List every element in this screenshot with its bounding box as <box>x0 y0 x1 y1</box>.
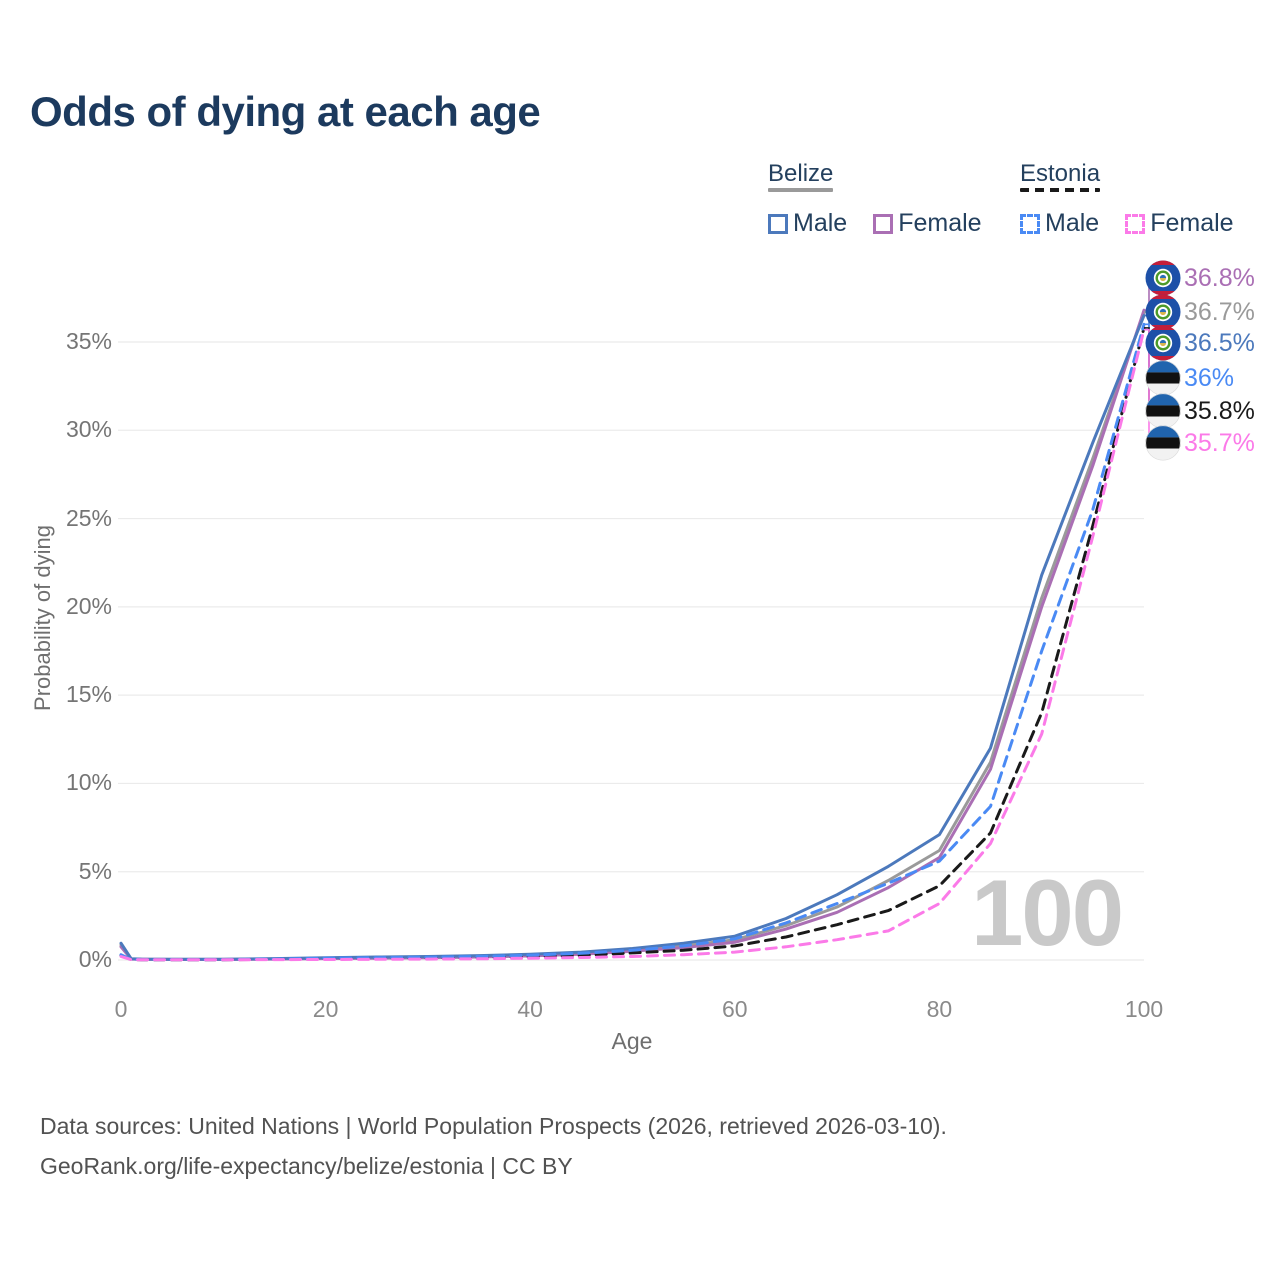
legend-item-label: Male <box>1045 209 1100 237</box>
legend-item-belize-female[interactable]: Female <box>873 209 982 238</box>
y-tick-label: 15% <box>65 681 112 708</box>
footer: Data sources: United Nations | World Pop… <box>40 1106 947 1186</box>
y-tick-label: 35% <box>65 328 112 354</box>
legend-item-belize-male[interactable]: Male <box>768 209 847 238</box>
belize-flag-icon <box>1145 325 1181 361</box>
legend-country-linestyle-dashed <box>1020 188 1101 192</box>
y-tick-label: 5% <box>78 857 112 884</box>
end-label-value: 35.8% <box>1184 397 1255 425</box>
legend-country-linestyle-solid <box>768 188 834 192</box>
end-label-value: 36.8% <box>1184 264 1255 292</box>
legend-checkbox-icon[interactable] <box>873 213 894 234</box>
y-tick-label: 10% <box>65 769 112 796</box>
series-line-estonia_female <box>119 328 1146 962</box>
legend-item-estonia-female[interactable]: Female <box>1125 209 1234 238</box>
legend-item-label: Male <box>793 209 848 237</box>
legend-group-belize: Belize Male Female <box>768 160 982 238</box>
end-label-flag <box>1145 325 1181 361</box>
x-tick-label: 80 <box>926 996 953 1022</box>
legend-item-label: Female <box>1150 209 1234 237</box>
legend-checkbox-icon[interactable] <box>768 213 788 234</box>
end-label-flag <box>1145 360 1181 396</box>
end-label-flag <box>1145 260 1181 296</box>
footer-attribution-line: GeoRank.org/life-expectancy/belize/eston… <box>40 1153 573 1179</box>
estonia-flag-icon <box>1145 425 1181 461</box>
legend-checkbox-icon[interactable] <box>1125 213 1146 234</box>
chart-title: Odds of dying at each age <box>30 88 541 135</box>
x-tick-label: 20 <box>312 996 339 1022</box>
y-tick-label: 30% <box>65 416 112 443</box>
end-label-value: 36% <box>1184 364 1235 392</box>
legend-country-estonia[interactable]: Estonia <box>1020 160 1101 203</box>
belize-flag-icon <box>1145 260 1181 296</box>
x-tick-label: 100 <box>1124 996 1164 1022</box>
footer-sources-line: Data sources: United Nations | World Pop… <box>40 1113 947 1139</box>
x-tick-label: 0 <box>114 996 128 1022</box>
end-label-flag <box>1145 425 1181 461</box>
x-tick-label: 40 <box>517 996 543 1022</box>
legend-items-row: Male Female <box>768 209 982 238</box>
age-watermark: 100 <box>971 860 1124 965</box>
estonia-flag-icon <box>1145 360 1181 396</box>
legend-items-row: Male Female <box>1020 209 1234 238</box>
end-label-value: 36.5% <box>1184 329 1255 357</box>
y-tick-label: 20% <box>65 592 112 619</box>
legend-country-belize[interactable]: Belize <box>768 160 834 203</box>
end-label-value: 36.7% <box>1184 298 1255 326</box>
x-axis-title: Age <box>611 1028 653 1054</box>
legend-group-estonia: Estonia Male Female <box>1020 160 1234 238</box>
end-label-value: 35.7% <box>1184 429 1255 457</box>
legend: Belize Male Female Estonia Male Female <box>0 160 1280 240</box>
end-label-flag <box>1145 393 1181 429</box>
legend-item-estonia-male[interactable]: Male <box>1020 209 1099 238</box>
legend-item-label: Female <box>898 209 982 237</box>
legend-checkbox-icon[interactable] <box>1020 213 1040 234</box>
y-tick-label: 25% <box>65 504 112 531</box>
x-tick-label: 60 <box>722 996 748 1022</box>
estonia-flag-icon <box>1145 393 1181 429</box>
y-tick-label: 0% <box>78 946 112 972</box>
